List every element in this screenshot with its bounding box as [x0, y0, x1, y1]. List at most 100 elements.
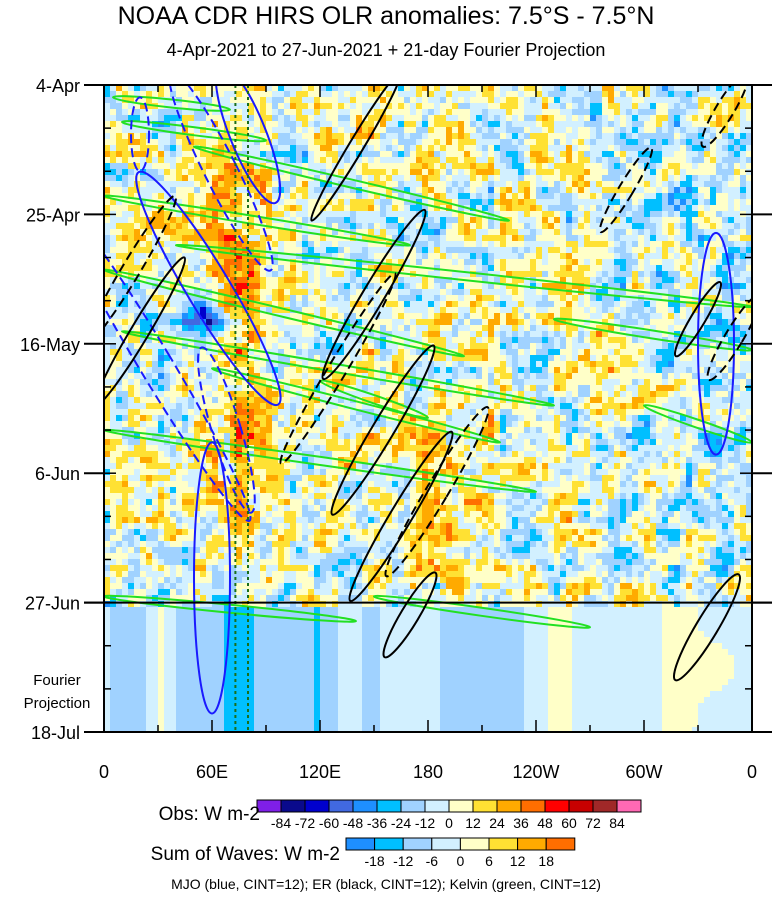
- field-cell: [122, 295, 128, 301]
- field-cell: [302, 343, 308, 349]
- field-cell: [656, 127, 662, 133]
- field-cell: [596, 325, 602, 331]
- field-cell: [476, 169, 482, 175]
- field-cell: [506, 91, 512, 97]
- field-cell: [668, 313, 674, 319]
- field-cell: [272, 265, 278, 271]
- field-cell: [158, 253, 164, 259]
- field-cell: [170, 361, 176, 367]
- field-cell: [242, 199, 248, 205]
- field-cell: [230, 349, 236, 355]
- field-cell: [350, 109, 356, 115]
- field-cell: [530, 211, 536, 217]
- field-cell: [248, 127, 254, 133]
- field-cell: [704, 181, 710, 187]
- field-cell: [350, 85, 356, 91]
- field-cell: [416, 103, 422, 109]
- field-cell: [614, 85, 620, 91]
- field-cell: [200, 343, 206, 349]
- field-cell: [662, 325, 668, 331]
- field-cell: [470, 97, 476, 103]
- field-cell: [158, 97, 164, 103]
- field-cell: [404, 211, 410, 217]
- field-cell: [212, 97, 218, 103]
- field-cell: [464, 91, 470, 97]
- field-cell: [716, 295, 722, 301]
- field-cell: [698, 319, 704, 325]
- field-cell: [206, 325, 212, 331]
- field-cell: [608, 139, 614, 145]
- field-cell: [140, 349, 146, 355]
- field-cell: [494, 115, 500, 121]
- field-cell: [578, 223, 584, 229]
- field-cell: [524, 91, 530, 97]
- field-cell: [710, 235, 716, 241]
- field-cell: [470, 343, 476, 349]
- field-cell: [194, 343, 200, 349]
- field-cell: [476, 205, 482, 211]
- field-cell: [722, 211, 728, 217]
- field-cell: [182, 253, 188, 259]
- field-cell: [722, 253, 728, 259]
- field-cell: [656, 325, 662, 331]
- field-cell: [584, 211, 590, 217]
- field-cell: [698, 181, 704, 187]
- field-cell: [734, 241, 740, 247]
- field-cell: [200, 325, 206, 331]
- field-cell: [116, 343, 122, 349]
- field-cell: [710, 307, 716, 313]
- field-cell: [254, 223, 260, 229]
- field-cell: [590, 193, 596, 199]
- field-cell: [716, 181, 722, 187]
- field-cell: [230, 235, 236, 241]
- field-cell: [278, 307, 284, 313]
- field-cell: [398, 349, 404, 355]
- field-cell: [512, 229, 518, 235]
- field-cell: [362, 211, 368, 217]
- field-cell: [278, 301, 284, 307]
- field-cell: [620, 223, 626, 229]
- field-cell: [710, 169, 716, 175]
- field-cell: [152, 85, 158, 91]
- field-cell: [620, 355, 626, 361]
- field-cell: [692, 85, 698, 91]
- field-cell: [158, 151, 164, 157]
- field-cell: [146, 109, 152, 115]
- field-cell: [320, 193, 326, 199]
- field-cell: [260, 313, 266, 319]
- field-cell: [710, 295, 716, 301]
- field-cell: [308, 121, 314, 127]
- field-cell: [566, 169, 572, 175]
- field-cell: [272, 169, 278, 175]
- field-cell: [242, 271, 248, 277]
- field-cell: [734, 169, 740, 175]
- field-cell: [122, 301, 128, 307]
- field-cell: [296, 175, 302, 181]
- field-cell: [380, 349, 386, 355]
- field-cell: [260, 271, 266, 277]
- field-cell: [254, 319, 260, 325]
- field-cell: [482, 229, 488, 235]
- field-cell: [644, 169, 650, 175]
- field-cell: [272, 313, 278, 319]
- field-cell: [410, 277, 416, 283]
- field-cell: [740, 289, 746, 295]
- field-cell: [656, 349, 662, 355]
- field-cell: [596, 127, 602, 133]
- field-cell: [716, 199, 722, 205]
- field-cell: [182, 175, 188, 181]
- field-cell: [704, 97, 710, 103]
- field-cell: [464, 121, 470, 127]
- field-cell: [122, 127, 128, 133]
- field-cell: [482, 295, 488, 301]
- field-cell: [638, 277, 644, 283]
- field-cell: [554, 145, 560, 151]
- field-cell: [530, 127, 536, 133]
- field-cell: [272, 181, 278, 187]
- field-cell: [632, 283, 638, 289]
- field-cell: [422, 313, 428, 319]
- field-cell: [464, 355, 470, 361]
- field-cell: [338, 169, 344, 175]
- field-cell: [362, 319, 368, 325]
- field-cell: [164, 103, 170, 109]
